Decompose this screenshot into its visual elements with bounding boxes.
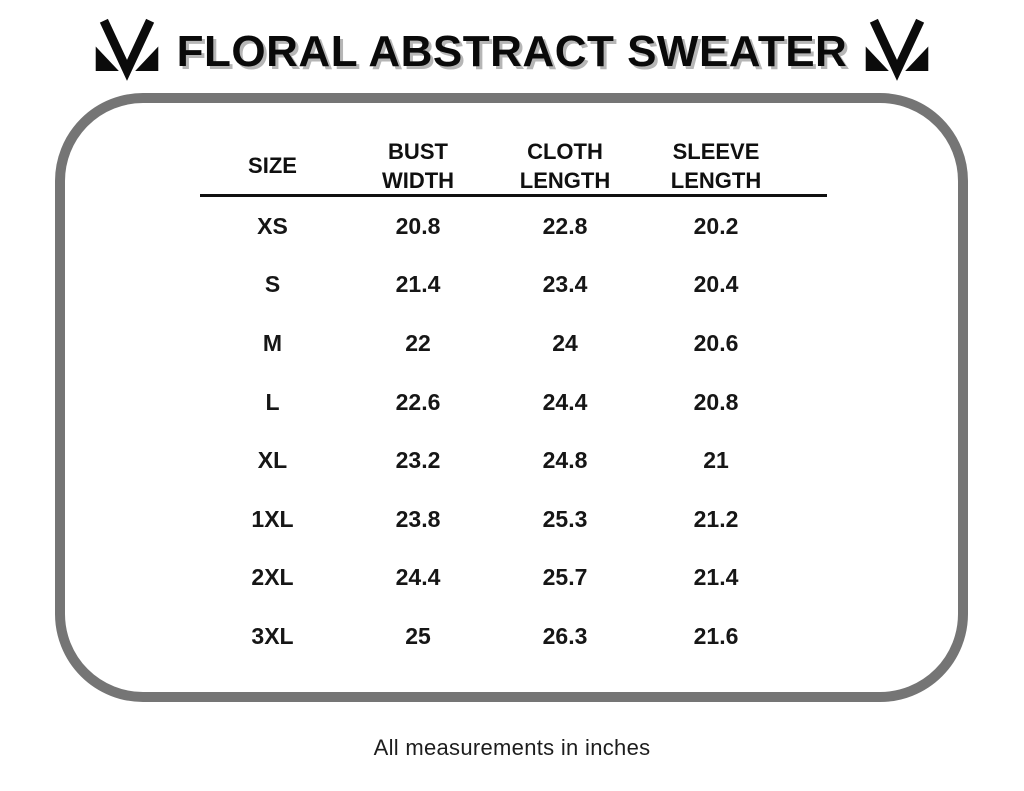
header: FLORAL ABSTRACT SWEATER xyxy=(0,10,1024,94)
table-body: XS 20.8 22.8 20.2 S 21.4 23.4 20.4 M 22 … xyxy=(200,197,827,666)
column-header-bust-width: BUST WIDTH xyxy=(381,138,455,193)
sleeve-length-cell: 21.6 xyxy=(693,622,739,649)
size-cell: XL xyxy=(257,447,288,474)
bust-width-cell: 21.4 xyxy=(395,271,441,298)
table-row-xs: XS 20.8 22.8 20.2 xyxy=(200,197,827,256)
brand-monogram-icon-right xyxy=(863,18,931,86)
table-header-row: SIZE BUST WIDTH CLOTH LENGTH SLEEVE LENG… xyxy=(200,137,827,197)
table-row-l: L 22.6 24.4 20.8 xyxy=(200,373,827,432)
size-cell: 1XL xyxy=(251,505,294,532)
sleeve-length-cell: 21 xyxy=(703,447,729,474)
table-row-xl: XL 23.2 24.8 21 xyxy=(200,431,827,490)
bust-width-cell: 24.4 xyxy=(395,564,441,591)
bust-width-cell: 22 xyxy=(405,329,431,356)
sleeve-length-cell: 20.4 xyxy=(693,271,739,298)
cloth-length-cell: 25.7 xyxy=(542,564,588,591)
table-row-s: S 21.4 23.4 20.4 xyxy=(200,256,827,315)
chart-frame: SIZE BUST WIDTH CLOTH LENGTH SLEEVE LENG… xyxy=(55,93,968,702)
cloth-length-cell: 24.4 xyxy=(542,388,588,415)
table-row-3xl: 3XL 25 26.3 21.6 xyxy=(200,607,827,666)
sleeve-length-cell: 21.4 xyxy=(693,564,739,591)
bust-width-cell: 23.8 xyxy=(395,505,441,532)
cloth-length-cell: 24.8 xyxy=(542,447,588,474)
cloth-length-cell: 22.8 xyxy=(542,212,588,239)
bust-width-cell: 20.8 xyxy=(395,212,441,239)
size-cell: XS xyxy=(257,212,288,239)
size-cell: 3XL xyxy=(251,622,294,649)
sleeve-length-cell: 20.8 xyxy=(693,388,739,415)
cloth-length-cell: 23.4 xyxy=(542,271,588,298)
column-header-sleeve-length: SLEEVE LENGTH xyxy=(670,138,762,193)
table-row-m: M 22 24 20.6 xyxy=(200,314,827,373)
size-cell: 2XL xyxy=(251,564,294,591)
measurements-note: All measurements in inches xyxy=(373,735,651,760)
size-cell: M xyxy=(262,329,283,356)
cloth-length-cell: 25.3 xyxy=(542,505,588,532)
sleeve-length-cell: 20.6 xyxy=(693,329,739,356)
bust-width-cell: 25 xyxy=(405,622,431,649)
sleeve-length-cell: 21.2 xyxy=(693,505,739,532)
column-header-size: SIZE xyxy=(248,153,297,178)
page-title: FLORAL ABSTRACT SWEATER xyxy=(176,27,848,76)
cloth-length-cell: 26.3 xyxy=(542,622,588,649)
brand-monogram-icon-left xyxy=(93,18,161,86)
cloth-length-cell: 24 xyxy=(552,329,578,356)
size-cell: L xyxy=(265,388,280,415)
table-row-1xl: 1XL 23.8 25.3 21.2 xyxy=(200,490,827,549)
bust-width-cell: 23.2 xyxy=(395,447,441,474)
bust-width-cell: 22.6 xyxy=(395,388,441,415)
column-header-cloth-length: CLOTH LENGTH xyxy=(519,138,611,193)
size-cell: S xyxy=(264,271,281,298)
table-row-2xl: 2XL 24.4 25.7 21.4 xyxy=(200,549,827,608)
sleeve-length-cell: 20.2 xyxy=(693,212,739,239)
size-table: SIZE BUST WIDTH CLOTH LENGTH SLEEVE LENG… xyxy=(200,137,827,666)
